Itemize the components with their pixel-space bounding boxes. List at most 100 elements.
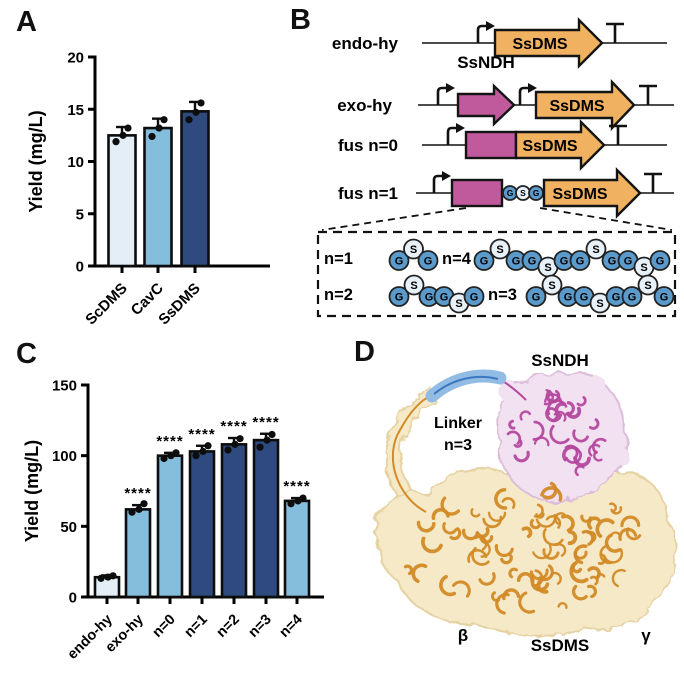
linker-bead-letter: G (395, 291, 404, 303)
linker-bead-s (403, 274, 425, 296)
linker-bead-s (585, 238, 607, 260)
linker-bead-letter: G (470, 291, 479, 303)
linker-bead-letter: S (644, 280, 651, 292)
bar (180, 110, 210, 268)
linker-bead-letter: G (564, 291, 573, 303)
cartoon-squiggle (488, 511, 507, 522)
promoter-icon (432, 174, 443, 193)
data-point (160, 116, 168, 124)
linker-bead-letter: S (544, 262, 551, 274)
gene-arrow-ssdms (542, 167, 642, 219)
linker-bead-s (541, 274, 563, 296)
linker-bead-letter: S (410, 244, 417, 256)
data-point (172, 449, 180, 457)
cartoon-squiggle (610, 506, 623, 515)
terminator-icon (606, 22, 624, 43)
significance-label: **** (283, 478, 310, 495)
cartoon-squiggle (588, 443, 601, 457)
cartoon-squiggle (611, 569, 626, 588)
data-point (140, 500, 148, 508)
significance-label: **** (252, 414, 279, 431)
promoter-arrowhead-icon (456, 123, 465, 133)
cartoon-squiggle (495, 592, 510, 615)
linker-bead-g (473, 250, 495, 271)
linker-bead-g (653, 286, 675, 307)
y-tick-label: 150 (52, 378, 77, 395)
zoom-guide-line-left (321, 207, 467, 231)
linker-bead-letter: G (628, 291, 637, 303)
cartoon-squiggle (513, 450, 530, 463)
linker-bead-letter: S (592, 244, 599, 256)
ssndh-structure-label: SsNDH (531, 351, 589, 370)
linker-bead-letter: G (580, 291, 589, 303)
cartoon-squiggle (506, 430, 522, 445)
linker-bead-letter: G (425, 291, 434, 303)
data-point (119, 131, 127, 139)
ssndh-cartoon (506, 389, 607, 477)
data-point (97, 574, 105, 582)
data-point (192, 452, 200, 460)
bar (220, 443, 248, 599)
data-point (199, 447, 207, 456)
linker-bead-letter: G (528, 255, 537, 267)
cartoon-squiggle (532, 544, 552, 560)
cartoon-squiggle (586, 584, 597, 599)
cartoon-squiggle (508, 419, 516, 430)
cartoon-squiggle (573, 456, 591, 467)
gamma-subunit-label: γ (641, 626, 651, 645)
data-point (256, 443, 264, 451)
panel-b-label: B (290, 4, 311, 36)
y-tick-label: 100 (52, 448, 77, 465)
cartoon-squiggle (542, 481, 558, 500)
cartoon-squiggle (442, 522, 458, 535)
cartoon-squiggle (595, 518, 615, 538)
linker-bead-letter: G (576, 255, 585, 267)
data-point (135, 505, 143, 513)
data-point (231, 440, 239, 448)
x-category-label: SsDMS (155, 280, 204, 329)
linker-bead-letter: G (560, 255, 569, 267)
bar (283, 499, 311, 599)
cartoon-squiggle (518, 591, 536, 614)
x-category-label: n=4 (277, 612, 306, 641)
linker-bead-letter: G (424, 255, 433, 267)
linker-bead-g (621, 286, 643, 307)
data-point (224, 446, 232, 454)
x-category-label: n=1 (182, 612, 211, 641)
linker-variant-label: n=3 (488, 286, 517, 304)
linker-beads: GSG GSG GSG GSG (473, 238, 671, 278)
cartoon-squiggle (494, 488, 508, 510)
data-point (287, 500, 295, 508)
construct-label: endo-hy (332, 34, 399, 53)
significance-label: **** (124, 485, 151, 502)
cartoon-squiggle (475, 527, 490, 539)
linker-bead-letter: G (533, 188, 540, 198)
data-point (236, 435, 244, 443)
y-tick-label: 15 (67, 102, 84, 119)
linker-beads: GSG GSG GSG (525, 274, 675, 314)
linker-bead-g (649, 250, 671, 271)
cartoon-squiggle (452, 580, 471, 598)
linker-bead-g (417, 250, 439, 271)
cartoon-squiggle (431, 507, 450, 520)
promoter-arrowhead-icon (442, 171, 451, 181)
y-axis-title: Yield (mg/L) (26, 110, 46, 212)
linker-variant-label: n=4 (442, 250, 472, 268)
panel-a-label: A (16, 6, 37, 38)
linker-beads: GSG GSG (388, 274, 485, 314)
promoter-arrowhead-icon (528, 83, 537, 93)
linker-bead-s (489, 238, 511, 260)
linker-bead-letter: G (532, 291, 541, 303)
cartoon-squiggle (542, 528, 564, 546)
linker-bead-g (388, 286, 410, 307)
cartoon-squiggle (500, 554, 513, 565)
linker-variant-label: n=1 (324, 250, 353, 268)
significance-label: **** (156, 433, 183, 450)
linker-beads: GSG (388, 238, 439, 271)
linker-bead-s (637, 274, 659, 296)
linker-bead-g (388, 250, 410, 271)
cartoon-squiggle (593, 450, 603, 462)
panel-d-label: D (354, 336, 375, 368)
